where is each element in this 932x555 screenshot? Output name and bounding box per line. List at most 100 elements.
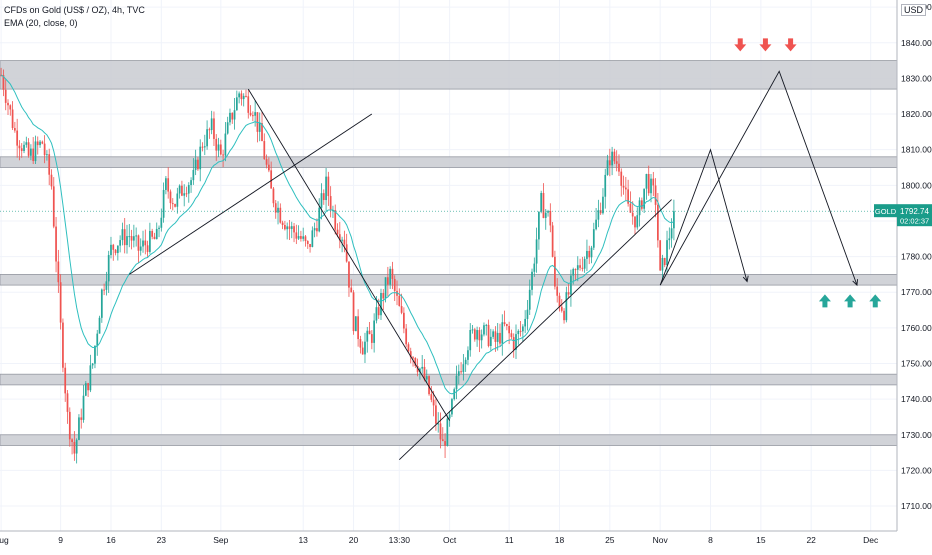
candle-body	[187, 185, 190, 194]
candle-body	[94, 345, 96, 364]
candle-body	[75, 439, 78, 454]
candle-body	[215, 138, 218, 151]
candle-body	[219, 144, 222, 155]
candle-body	[428, 376, 430, 395]
candle-body	[496, 332, 499, 342]
candle-body	[384, 277, 387, 299]
candle-body	[116, 245, 119, 254]
candle-body	[501, 322, 504, 344]
candle-body	[43, 143, 46, 156]
candle-body	[103, 289, 105, 291]
indicator-title[interactable]: EMA (20, close, 0)	[4, 18, 78, 28]
candle-body	[302, 236, 305, 239]
y-tick-label: 1710.00	[901, 501, 932, 511]
candle-body	[105, 281, 108, 290]
candle-body	[336, 229, 339, 235]
candle-body	[519, 330, 522, 332]
y-tick-label: 1800.00	[901, 180, 932, 190]
candle-body	[290, 226, 293, 229]
candle-body	[510, 333, 513, 338]
candle-body	[185, 193, 188, 195]
candle-body	[547, 211, 549, 213]
candle-body	[149, 230, 151, 252]
candle-body	[126, 236, 128, 246]
candle-body	[327, 176, 330, 197]
candle-body	[423, 366, 426, 380]
candle-body	[322, 193, 325, 201]
candle-body	[453, 389, 456, 400]
x-tick-label: 13	[298, 535, 308, 545]
trendline	[247, 88, 451, 421]
candle-body	[73, 441, 76, 454]
candle-body	[544, 212, 547, 218]
currency-label[interactable]: USD	[900, 4, 926, 16]
candle-body	[82, 395, 85, 420]
y-tick-label: 1830.00	[901, 73, 932, 83]
candle-body	[167, 178, 170, 192]
buy-arrow-icon	[818, 294, 831, 308]
candle-body	[201, 146, 204, 148]
trendline	[129, 113, 373, 275]
candle-body	[16, 130, 19, 146]
symbol-title[interactable]: CFDs on Gold (US$ / OZ), 4h, TVC	[4, 5, 145, 15]
candle-body	[32, 148, 35, 162]
candle-body	[521, 326, 524, 332]
candle-body	[437, 423, 440, 425]
candle-body	[251, 115, 254, 117]
price-zone	[0, 434, 898, 446]
candle-body	[66, 393, 69, 412]
candle-body	[565, 292, 568, 321]
candle-body	[386, 277, 389, 285]
candle-body	[121, 229, 124, 241]
candle-body	[393, 278, 396, 291]
candle-body	[439, 423, 442, 440]
candle-body	[146, 245, 149, 252]
candle-body	[68, 411, 71, 440]
candle-body	[359, 339, 362, 348]
candle-body	[597, 210, 600, 220]
candle-body	[224, 133, 227, 156]
candle-body	[464, 359, 467, 365]
candle-body	[176, 193, 179, 207]
candle-body	[432, 399, 435, 406]
y-tick-label: 1810.00	[901, 145, 932, 155]
candle-body	[505, 324, 508, 326]
x-tick-label: 18	[555, 535, 565, 545]
candle-body	[629, 203, 632, 213]
candle-body	[361, 347, 364, 355]
candle-body	[100, 289, 103, 318]
candle-body	[348, 261, 350, 288]
candle-body	[517, 330, 520, 335]
candle-body	[636, 215, 639, 228]
candle-body	[494, 331, 497, 342]
candle-body	[112, 244, 115, 250]
candle-body	[624, 187, 627, 190]
candle-body	[206, 129, 208, 147]
candle-body	[579, 265, 581, 268]
candle-body	[4, 89, 7, 103]
support-resistance-zones	[0, 60, 898, 446]
candle-body	[476, 330, 478, 340]
candle-body	[309, 243, 311, 247]
candle-body	[235, 97, 238, 111]
candle-body	[240, 93, 243, 100]
projection-arrowhead	[742, 275, 749, 283]
candle-body	[444, 441, 446, 446]
y-tick-label: 1740.00	[901, 394, 932, 404]
candle-body	[551, 225, 554, 257]
candle-body	[153, 236, 156, 240]
candle-body	[210, 118, 213, 131]
candle-body	[34, 141, 37, 162]
candle-body	[572, 269, 575, 276]
candle-body	[135, 235, 138, 237]
candle-body	[293, 226, 295, 233]
candle-body	[7, 102, 9, 106]
candle-body	[165, 178, 167, 190]
candle-body	[478, 330, 481, 341]
candle-body	[89, 365, 92, 391]
candle-body	[634, 216, 636, 228]
candle-body	[50, 174, 53, 187]
candle-body	[249, 112, 252, 116]
